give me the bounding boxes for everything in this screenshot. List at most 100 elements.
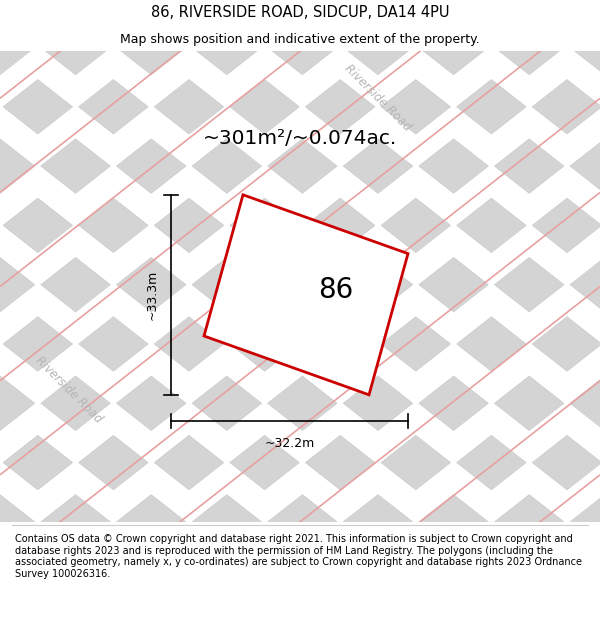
Polygon shape [343,139,413,193]
Polygon shape [381,317,451,371]
Polygon shape [41,613,110,625]
Polygon shape [0,613,35,625]
Polygon shape [268,139,337,193]
Polygon shape [419,613,488,625]
Polygon shape [381,435,451,490]
Polygon shape [268,494,337,549]
Polygon shape [116,139,186,193]
Polygon shape [0,494,35,549]
Polygon shape [305,435,375,490]
Polygon shape [570,139,600,193]
Polygon shape [343,376,413,431]
Polygon shape [230,198,299,252]
Polygon shape [457,79,526,134]
Polygon shape [79,435,148,490]
Polygon shape [268,258,337,312]
Polygon shape [305,317,375,371]
Polygon shape [305,0,375,16]
Polygon shape [419,258,488,312]
Text: ~32.2m: ~32.2m [265,437,314,450]
Polygon shape [0,376,35,431]
Polygon shape [230,435,299,490]
Polygon shape [419,20,488,75]
Polygon shape [154,198,224,252]
Text: Map shows position and indicative extent of the property.: Map shows position and indicative extent… [120,34,480,46]
Polygon shape [457,198,526,252]
Polygon shape [154,79,224,134]
Polygon shape [343,613,413,625]
Polygon shape [268,20,337,75]
Polygon shape [41,258,110,312]
Polygon shape [457,554,526,609]
Polygon shape [494,376,564,431]
Polygon shape [79,317,148,371]
Polygon shape [79,79,148,134]
Polygon shape [305,79,375,134]
Polygon shape [192,139,262,193]
Polygon shape [230,554,299,609]
Polygon shape [457,435,526,490]
Polygon shape [0,20,35,75]
Polygon shape [154,317,224,371]
Polygon shape [116,376,186,431]
Polygon shape [570,258,600,312]
Polygon shape [381,0,451,16]
Polygon shape [192,376,262,431]
Polygon shape [419,376,488,431]
Polygon shape [79,198,148,252]
Polygon shape [570,20,600,75]
Polygon shape [116,20,186,75]
Polygon shape [532,79,600,134]
Polygon shape [0,258,35,312]
Polygon shape [494,258,564,312]
Polygon shape [268,613,337,625]
Polygon shape [41,139,110,193]
Polygon shape [570,494,600,549]
Polygon shape [532,435,600,490]
Polygon shape [494,139,564,193]
Polygon shape [381,198,451,252]
Polygon shape [230,79,299,134]
Text: 86, RIVERSIDE ROAD, SIDCUP, DA14 4PU: 86, RIVERSIDE ROAD, SIDCUP, DA14 4PU [151,5,449,20]
Polygon shape [3,554,73,609]
Polygon shape [381,79,451,134]
Polygon shape [79,554,148,609]
Polygon shape [570,376,600,431]
Polygon shape [230,0,299,16]
Polygon shape [204,195,408,395]
Polygon shape [41,20,110,75]
Polygon shape [41,494,110,549]
Polygon shape [0,139,35,193]
Polygon shape [532,317,600,371]
Polygon shape [343,494,413,549]
Polygon shape [570,613,600,625]
Polygon shape [3,317,73,371]
Text: Riverside Road: Riverside Road [33,354,105,426]
Polygon shape [419,139,488,193]
Polygon shape [79,0,148,16]
Polygon shape [3,0,73,16]
Polygon shape [3,198,73,252]
Polygon shape [41,376,110,431]
Polygon shape [192,613,262,625]
Polygon shape [532,198,600,252]
Polygon shape [116,494,186,549]
Polygon shape [419,494,488,549]
Polygon shape [154,435,224,490]
Polygon shape [116,258,186,312]
Polygon shape [192,258,262,312]
Polygon shape [116,613,186,625]
Polygon shape [532,554,600,609]
Polygon shape [343,20,413,75]
Polygon shape [494,20,564,75]
Polygon shape [457,317,526,371]
Polygon shape [343,258,413,312]
Text: ~301m²/~0.074ac.: ~301m²/~0.074ac. [203,129,397,148]
Polygon shape [494,613,564,625]
Polygon shape [268,376,337,431]
Polygon shape [532,0,600,16]
Polygon shape [3,435,73,490]
Text: ~33.3m: ~33.3m [145,269,158,320]
Polygon shape [192,494,262,549]
Polygon shape [381,554,451,609]
